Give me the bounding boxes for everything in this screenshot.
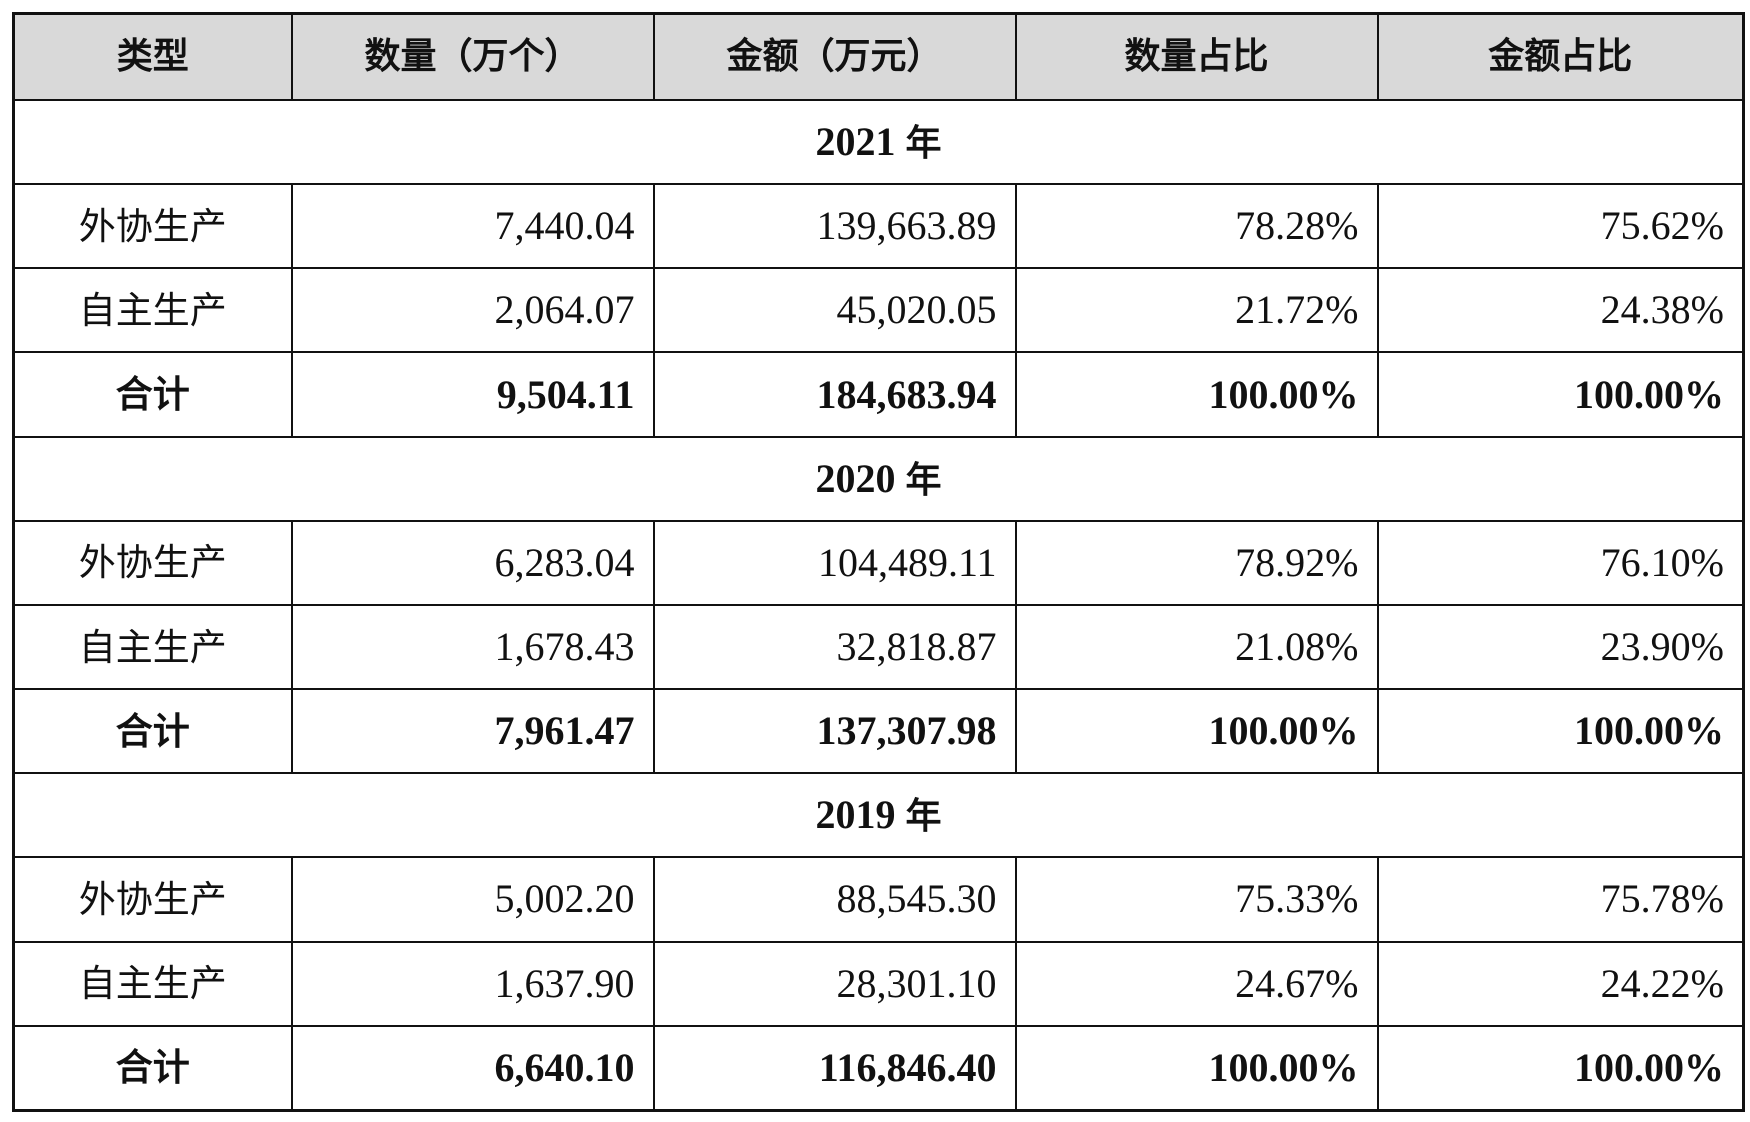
quantity-cell: 1,637.90 (290, 940, 655, 1027)
amount-cell: 45,020.05 (652, 267, 1017, 354)
total-amount-share-cell: 100.00% (1376, 1024, 1745, 1112)
total-row-2019: 合计 6,640.10 116,846.40 100.00% 100.00% (12, 1024, 1745, 1112)
total-quantity-cell: 9,504.11 (290, 351, 655, 438)
total-amount-cell: 184,683.94 (652, 351, 1017, 438)
total-quantity-share-cell: 100.00% (1014, 1024, 1379, 1112)
quantity-share-cell: 21.72% (1014, 267, 1379, 354)
type-cell: 自主生产 (12, 603, 293, 691)
header-amount-share: 金额占比 (1376, 12, 1745, 101)
quantity-cell: 6,283.04 (290, 519, 655, 606)
production-data-table: 类型 数量（万个） 金额（万元） 数量占比 金额占比 2021 年 外协生产 7… (12, 12, 1745, 1112)
amount-share-cell: 75.78% (1376, 856, 1745, 943)
header-quantity: 数量（万个） (290, 12, 655, 101)
total-row-2021: 合计 9,504.11 184,683.94 100.00% 100.00% (12, 351, 1745, 438)
amount-share-cell: 75.62% (1376, 183, 1745, 270)
table-row: 外协生产 5,002.20 88,545.30 75.33% 75.78% (12, 856, 1745, 943)
amount-cell: 32,818.87 (652, 603, 1017, 691)
quantity-share-cell: 75.33% (1014, 856, 1379, 943)
total-amount-share-cell: 100.00% (1376, 688, 1745, 775)
header-amount: 金额（万元） (652, 12, 1017, 101)
amount-share-cell: 24.22% (1376, 940, 1745, 1027)
quantity-cell: 2,064.07 (290, 267, 655, 354)
year-label: 2020 年 (12, 435, 1745, 522)
type-cell: 自主生产 (12, 940, 293, 1027)
table-row: 自主生产 2,064.07 45,020.05 21.72% 24.38% (12, 267, 1745, 354)
total-quantity-share-cell: 100.00% (1014, 688, 1379, 775)
amount-share-cell: 23.90% (1376, 603, 1745, 691)
total-quantity-cell: 7,961.47 (290, 688, 655, 775)
table-row: 自主生产 1,637.90 28,301.10 24.67% 24.22% (12, 940, 1745, 1027)
amount-share-cell: 24.38% (1376, 267, 1745, 354)
header-quantity-share: 数量占比 (1014, 12, 1379, 101)
amount-cell: 28,301.10 (652, 940, 1017, 1027)
year-suffix: 年 (905, 796, 942, 838)
year-number: 2019 (815, 792, 896, 838)
quantity-share-cell: 78.92% (1014, 519, 1379, 606)
quantity-cell: 7,440.04 (290, 183, 655, 270)
year-number: 2020 (815, 455, 896, 501)
table-row: 外协生产 7,440.04 139,663.89 78.28% 75.62% (12, 183, 1745, 270)
header-type: 类型 (12, 12, 293, 101)
type-cell: 外协生产 (12, 183, 293, 270)
quantity-cell: 5,002.20 (290, 856, 655, 943)
quantity-share-cell: 21.08% (1014, 603, 1379, 691)
year-label: 2019 年 (12, 772, 1745, 859)
amount-cell: 104,489.11 (652, 519, 1017, 606)
quantity-share-cell: 24.67% (1014, 940, 1379, 1027)
year-row-2021: 2021 年 (12, 98, 1745, 186)
year-label: 2021 年 (12, 98, 1745, 186)
total-quantity-share-cell: 100.00% (1014, 351, 1379, 438)
type-cell: 外协生产 (12, 856, 293, 943)
total-amount-share-cell: 100.00% (1376, 351, 1745, 438)
table-header-row: 类型 数量（万个） 金额（万元） 数量占比 金额占比 (12, 12, 1745, 101)
year-row-2020: 2020 年 (12, 435, 1745, 522)
total-row-2020: 合计 7,961.47 137,307.98 100.00% 100.00% (12, 688, 1745, 775)
table-row: 自主生产 1,678.43 32,818.87 21.08% 23.90% (12, 603, 1745, 691)
quantity-share-cell: 78.28% (1014, 183, 1379, 270)
type-cell: 外协生产 (12, 519, 293, 606)
total-amount-cell: 137,307.98 (652, 688, 1017, 775)
table-row: 外协生产 6,283.04 104,489.11 78.92% 76.10% (12, 519, 1745, 606)
total-label: 合计 (12, 351, 293, 438)
amount-share-cell: 76.10% (1376, 519, 1745, 606)
type-cell: 自主生产 (12, 267, 293, 354)
year-number: 2021 (815, 119, 896, 165)
quantity-cell: 1,678.43 (290, 603, 655, 691)
amount-cell: 88,545.30 (652, 856, 1017, 943)
total-amount-cell: 116,846.40 (652, 1024, 1017, 1112)
year-suffix: 年 (905, 123, 942, 165)
year-suffix: 年 (905, 459, 942, 501)
total-label: 合计 (12, 688, 293, 775)
year-row-2019: 2019 年 (12, 772, 1745, 859)
total-quantity-cell: 6,640.10 (290, 1024, 655, 1112)
amount-cell: 139,663.89 (652, 183, 1017, 270)
total-label: 合计 (12, 1024, 293, 1112)
